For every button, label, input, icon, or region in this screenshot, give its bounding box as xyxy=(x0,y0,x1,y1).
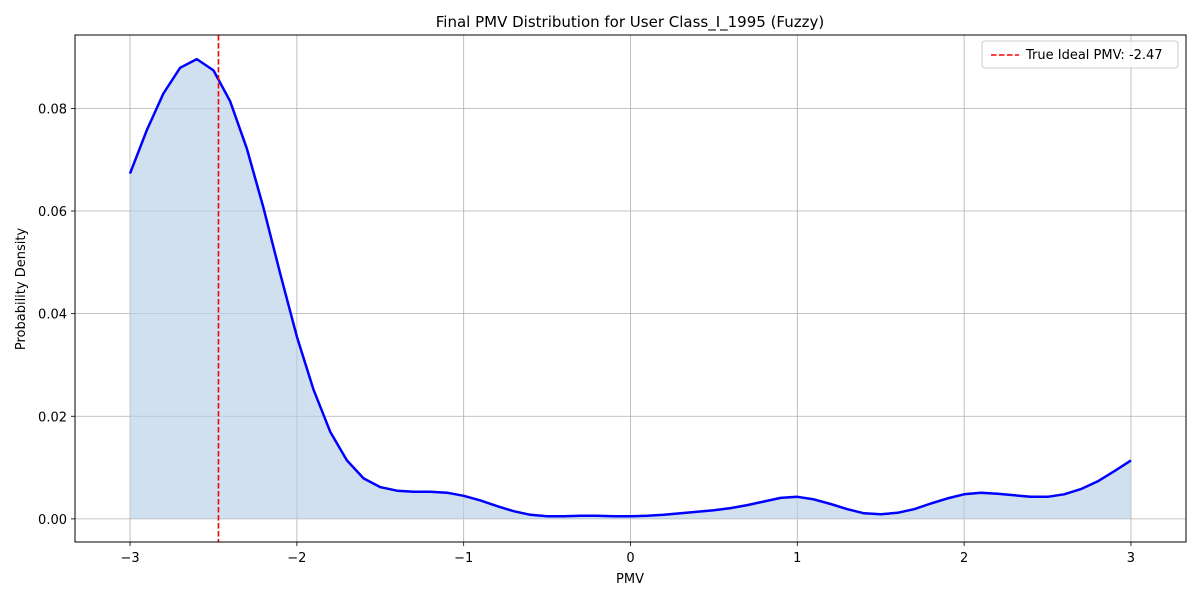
y-axis: 0.00 0.02 0.04 0.06 0.08 xyxy=(38,102,75,528)
x-tick-label: −3 xyxy=(120,551,139,566)
x-axis: −3 −2 −1 0 1 2 3 xyxy=(120,542,1135,566)
y-tick-label: 0.08 xyxy=(38,102,67,117)
x-axis-label: PMV xyxy=(616,572,644,587)
x-tick-label: −1 xyxy=(454,551,473,566)
density-curve xyxy=(128,57,1132,518)
x-tick-label: 3 xyxy=(1127,551,1135,566)
density-area-fill xyxy=(130,59,1131,519)
legend-label: True Ideal PMV: -2.47 xyxy=(1025,48,1163,63)
y-tick-label: 0.06 xyxy=(38,205,67,220)
y-axis-label: Probability Density xyxy=(14,228,29,351)
y-tick-label: 0.00 xyxy=(38,513,67,528)
legend: True Ideal PMV: -2.47 xyxy=(981,40,1179,69)
x-tick-label: 1 xyxy=(793,551,801,566)
x-tick-label: 2 xyxy=(960,551,968,566)
y-tick-label: 0.02 xyxy=(38,410,67,425)
x-tick-label: 0 xyxy=(626,551,634,566)
x-tick-label: −2 xyxy=(287,551,306,566)
y-tick-label: 0.04 xyxy=(38,308,67,323)
legend-box xyxy=(981,40,1179,69)
chart-title: Final PMV Distribution for User Class_I_… xyxy=(436,13,824,32)
